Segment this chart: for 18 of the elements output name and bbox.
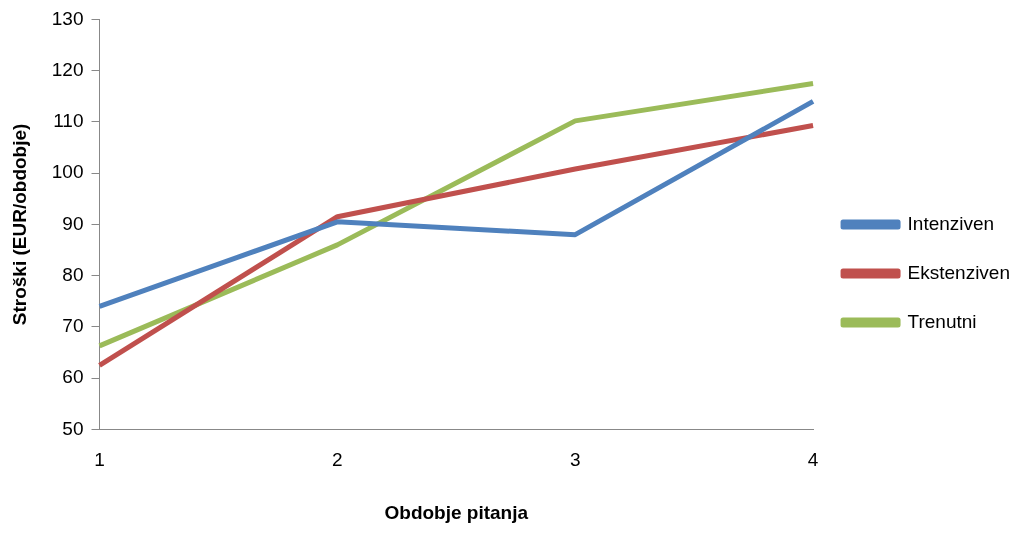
y-tick-label: 90 xyxy=(62,212,84,234)
y-tick-label: 100 xyxy=(51,161,84,183)
legend-label: Trenutni xyxy=(907,310,977,332)
y-tick-label: 80 xyxy=(62,263,84,285)
x-axis-title: Obdobje pitanja xyxy=(384,501,529,523)
y-axis-title: Stroški (EUR/obdobje) xyxy=(8,123,30,326)
y-tick-label: 120 xyxy=(51,58,84,80)
x-tick-label: 3 xyxy=(569,449,581,471)
legend-label: Intenziven xyxy=(907,212,995,234)
y-tick-label: 70 xyxy=(62,315,84,337)
x-tick-label: 4 xyxy=(807,449,819,471)
y-tick-label: 130 xyxy=(51,7,84,29)
x-tick-label: 2 xyxy=(332,449,343,471)
y-tick-label: 60 xyxy=(62,366,84,388)
legend-label: Ekstenziven xyxy=(907,261,1011,283)
y-tick-label: 50 xyxy=(62,417,84,439)
y-tick-label: 110 xyxy=(53,110,84,132)
x-tick-label: 1 xyxy=(94,449,105,471)
